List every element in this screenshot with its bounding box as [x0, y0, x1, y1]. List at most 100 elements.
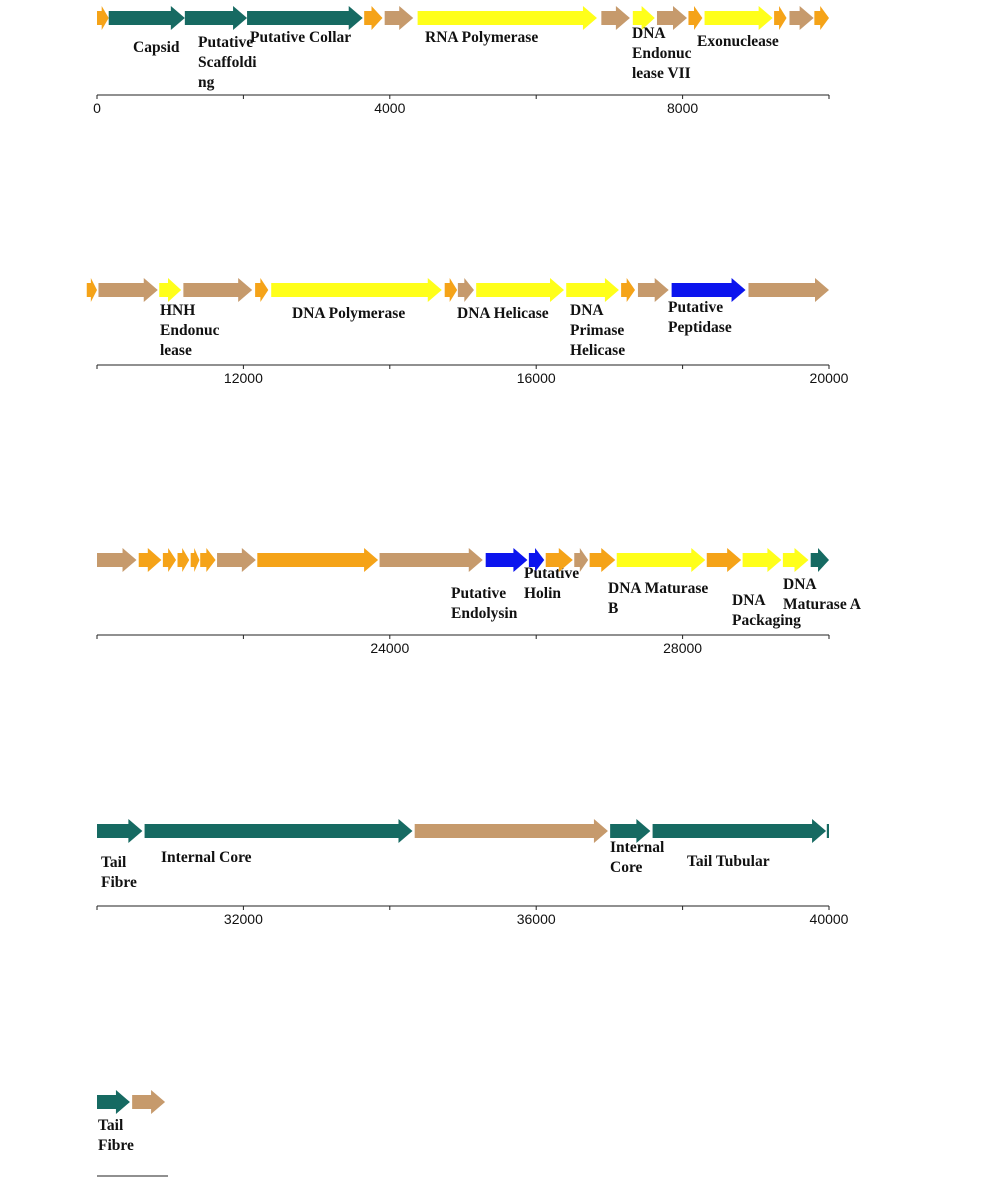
gene-label: Internal Core [161, 849, 252, 866]
gene-arrow [217, 548, 256, 572]
gene-arrow [97, 819, 143, 843]
gene-label: Putative [451, 585, 506, 602]
gene-arrow [417, 6, 597, 30]
gene-label: Maturase A [783, 596, 862, 613]
gene-label: Packaging [732, 612, 801, 629]
axis-tick-label: 24000 [370, 640, 409, 656]
gene-arrow [814, 6, 829, 30]
gene-arrow [379, 548, 483, 572]
gene-arrow [782, 548, 809, 572]
axis-tick-label: 8000 [667, 100, 698, 116]
gene-arrow [476, 278, 565, 302]
gene-label: Endolysin [451, 605, 518, 622]
gene-label: lease VII [632, 65, 691, 82]
axis-tick-label: 40000 [810, 911, 849, 927]
gene-arrow [574, 548, 589, 572]
gene-label: lease [160, 342, 192, 359]
gene-label: Primase [570, 322, 624, 339]
gene-arrow [789, 6, 814, 30]
gene-arrow [688, 6, 703, 30]
gene-arrow [271, 278, 442, 302]
gene-arrow [190, 548, 200, 572]
gene-arrow [742, 548, 782, 572]
gene-label: DNA [783, 576, 817, 593]
gene-arrow [621, 278, 636, 302]
gene-arrow [177, 548, 190, 572]
gene-label: Putative Collar [250, 29, 351, 46]
gene-label: Tail [101, 854, 127, 871]
gene-arrow [616, 548, 706, 572]
gene-arrow [138, 548, 162, 572]
axis-tick-label: 0 [93, 100, 101, 116]
gene-label: Scaffoldi [198, 54, 257, 71]
gene-label: Capsid [133, 39, 180, 56]
gene-arrow [589, 548, 616, 572]
gene-label: DNA [570, 302, 604, 319]
gene-arrow [671, 278, 746, 302]
gene-label: Tail [98, 1117, 124, 1134]
axis-tick-label: 20000 [810, 370, 849, 386]
gene-arrow [706, 548, 742, 572]
gene-arrow [108, 6, 185, 30]
gene-arrow [485, 548, 528, 572]
gene-label: Fibre [101, 874, 137, 891]
gene-label: Tail Tubular [687, 853, 770, 870]
gene-arrow [704, 6, 773, 30]
gene-label: Helicase [570, 342, 625, 359]
gene-label: Endonuc [632, 45, 692, 62]
gene-arrow [257, 548, 379, 572]
axis-tick-label: 12000 [224, 370, 263, 386]
gene-label: DNA Polymerase [292, 305, 405, 322]
gene-label: B [608, 600, 618, 617]
gene-arrow [656, 6, 687, 30]
gene-label: DNA [632, 25, 666, 42]
gene-arrow [545, 548, 573, 572]
gene-label: Internal [610, 839, 665, 856]
gene-arrow [457, 278, 474, 302]
gene-label: Putative [668, 299, 723, 316]
gene-arrow [810, 548, 829, 572]
gene-label: DNA Maturase [608, 580, 708, 597]
gene-arrow [200, 548, 216, 572]
axis-tick-label: 4000 [374, 100, 405, 116]
gene-label: Fibre [98, 1137, 134, 1154]
gene-label: Peptidase [668, 319, 732, 336]
gene-label: Holin [524, 585, 561, 602]
gene-arrow [97, 1090, 130, 1114]
gene-arrow [132, 1090, 166, 1114]
gene-arrow [774, 6, 787, 30]
gene-label: RNA Polymerase [425, 29, 538, 46]
gene-label: ng [198, 74, 215, 91]
gene-label: DNA Helicase [457, 305, 549, 322]
gene-arrow [384, 6, 414, 30]
gene-arrow [183, 278, 253, 302]
gene-arrow [98, 278, 158, 302]
gene-arrow [748, 278, 829, 302]
gene-arrow [632, 6, 655, 30]
gene-label: Core [610, 859, 643, 876]
gene-arrow [528, 548, 545, 572]
gene-arrow [184, 6, 248, 30]
axis-tick-label: 36000 [517, 911, 556, 927]
gene-arrow [637, 278, 669, 302]
gene-arrow [444, 278, 458, 302]
gene-arrow [610, 819, 651, 843]
gene-arrow [652, 819, 827, 843]
gene-arrow [414, 819, 608, 843]
gene-label: Putative [198, 34, 253, 51]
gene-arrow [97, 6, 109, 30]
gene-arrow [97, 548, 137, 572]
gene-arrow [159, 278, 182, 302]
gene-arrow [86, 278, 97, 302]
gene-arrow [601, 6, 630, 30]
gene-label: HNH [160, 302, 195, 319]
gene-arrow [364, 6, 383, 30]
gene-label: DNA [732, 592, 766, 609]
axis-tick-label: 32000 [224, 911, 263, 927]
gene-label: Exonuclease [697, 33, 779, 50]
gene-arrow [566, 278, 619, 302]
gene-label: Putative [524, 565, 579, 582]
gene-arrow [247, 6, 363, 30]
gene-arrow [144, 819, 413, 843]
